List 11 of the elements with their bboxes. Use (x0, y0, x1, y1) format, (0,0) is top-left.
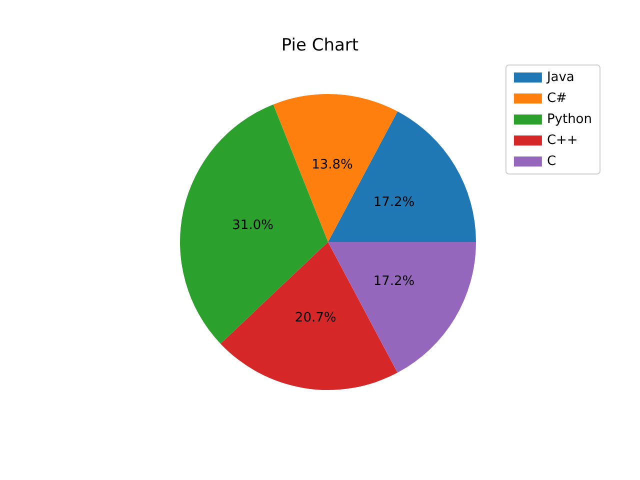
data-label: 17.2% (373, 274, 415, 290)
legend-label: Java (546, 70, 574, 85)
data-label: 31.0% (232, 218, 274, 233)
legend-label: C (546, 154, 556, 169)
legend-label: C# (546, 91, 567, 106)
data-label: 13.8% (312, 158, 353, 173)
data-label: 20.7% (294, 310, 336, 326)
data-label: 17.2% (373, 194, 415, 210)
legend-label: Python (546, 112, 592, 127)
legend-label: C++ (546, 133, 578, 148)
chart-title: Pie Chart (281, 36, 359, 56)
